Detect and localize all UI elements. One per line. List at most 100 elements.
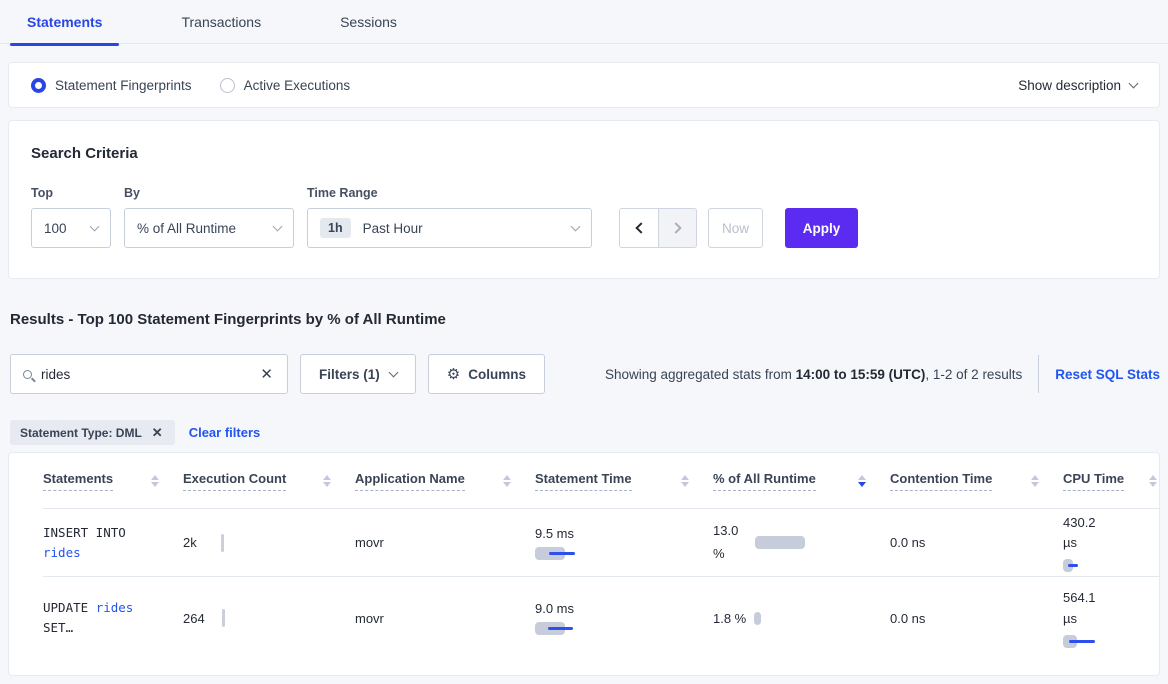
radio-active-executions[interactable]: Active Executions: [219, 77, 351, 93]
cpu-time-cell: 430.2 µs: [1063, 513, 1159, 573]
stats-range: 14:00 to 15:59 (UTC): [795, 366, 926, 382]
tab-sessions[interactable]: Sessions: [340, 13, 397, 30]
search-input[interactable]: [41, 366, 259, 382]
reset-sql-stats-link[interactable]: Reset SQL Stats: [1055, 366, 1160, 382]
columns-button-label: Columns: [468, 366, 526, 382]
statement-fingerprint-cell: INSERT INTO rides: [43, 523, 183, 563]
time-range-badge: 1h: [320, 218, 351, 238]
time-prev-button[interactable]: [620, 209, 658, 247]
column-header-label[interactable]: Statements: [43, 471, 114, 491]
radio-statement-fingerprints[interactable]: Statement Fingerprints: [31, 77, 192, 93]
time-range-group: Time Range 1h Past Hour: [307, 186, 592, 248]
top-label: Top: [31, 186, 53, 200]
filters-button[interactable]: Filters (1): [300, 354, 416, 394]
execution-count-cell: 264: [183, 609, 355, 627]
search-box: ✕: [10, 354, 288, 394]
tab-transactions[interactable]: Transactions: [181, 13, 262, 30]
sort-icon[interactable]: [681, 474, 689, 487]
table-header-row: Statements Execution Count Application N…: [43, 453, 1159, 508]
statement-link[interactable]: rides: [43, 544, 81, 560]
top-select-value: 100: [44, 220, 67, 236]
filter-chip-statement-type[interactable]: Statement Type: DML ✕: [10, 420, 175, 445]
stats-prefix: Showing aggregated stats from: [605, 366, 796, 382]
column-header-contention-time[interactable]: Contention Time: [890, 471, 1063, 491]
sort-icon[interactable]: [503, 474, 511, 487]
execution-count-bar: [220, 533, 224, 552]
execution-count-value: 264: [183, 610, 205, 626]
pct-runtime-bar: [754, 611, 762, 625]
column-header-label[interactable]: Application Name: [355, 471, 465, 491]
sort-icon[interactable]: [151, 474, 159, 487]
stats-suffix: , 1-2 of 2 results: [925, 366, 1023, 382]
sort-icon[interactable]: [1149, 474, 1157, 487]
apply-button[interactable]: Apply: [785, 208, 858, 248]
filter-chip-row: Statement Type: DML ✕ Clear filters: [10, 420, 1160, 445]
clear-search-icon[interactable]: ✕: [260, 365, 273, 383]
top-select[interactable]: 100: [31, 208, 111, 248]
filters-button-label: Filters (1): [319, 366, 380, 382]
sort-icon[interactable]: [1031, 474, 1039, 487]
pct-runtime-cell: 1.8 %: [713, 611, 890, 626]
by-select[interactable]: % of All Runtime: [124, 208, 294, 248]
results-toolbar: ✕ Filters (1) ⚙ Columns Showing aggregat…: [10, 354, 1160, 394]
sort-icon-active-desc[interactable]: [858, 474, 866, 487]
gear-icon: ⚙: [446, 366, 461, 383]
sql-keyword: INSERT INTO: [43, 524, 126, 540]
column-header-cpu-time[interactable]: CPU Time: [1063, 471, 1159, 491]
time-range-value: Past Hour: [362, 220, 423, 236]
time-next-button[interactable]: [658, 209, 696, 247]
radio-label: Statement Fingerprints: [55, 77, 192, 93]
radio-label: Active Executions: [243, 77, 351, 93]
column-header-application-name[interactable]: Application Name: [355, 471, 535, 491]
pct-runtime-cell: 13.0 %: [713, 520, 890, 564]
cpu-time-value: 564.1 µs: [1063, 590, 1096, 626]
time-nav-group: [619, 208, 697, 248]
chevron-down-icon: [1128, 78, 1139, 88]
columns-button[interactable]: ⚙ Columns: [427, 354, 545, 394]
remove-filter-icon[interactable]: ✕: [151, 425, 163, 440]
column-header-pct-of-all-runtime[interactable]: % of All Runtime: [713, 471, 890, 491]
column-header-label[interactable]: Execution Count: [183, 471, 287, 491]
cpu-time-bar: [1063, 559, 1123, 573]
now-button[interactable]: Now: [708, 208, 763, 248]
search-icon: [23, 369, 32, 379]
by-group: By % of All Runtime: [124, 186, 294, 248]
cpu-time-value: 430.2 µs: [1063, 514, 1096, 550]
table-row: INSERT INTO rides 2k movr 9.5 ms 13.0 % …: [43, 508, 1159, 576]
statement-time-bar: [535, 622, 595, 635]
execution-count-value: 2k: [183, 535, 197, 550]
vertical-divider: [1038, 355, 1040, 393]
column-header-label[interactable]: Statement Time: [535, 471, 632, 491]
column-header-label[interactable]: CPU Time: [1063, 471, 1125, 491]
statement-time-cell: 9.0 ms: [535, 601, 713, 635]
column-header-label[interactable]: % of All Runtime: [713, 471, 816, 491]
aggregated-stats-note: Showing aggregated stats from 14:00 to 1…: [605, 367, 1022, 382]
search-criteria-panel: Search Criteria Top 100 By % of All Runt…: [8, 120, 1160, 279]
chevron-down-icon: [272, 221, 283, 231]
contention-time-cell: 0.0 ns: [890, 535, 926, 550]
execution-count-cell: 2k: [183, 533, 355, 552]
chevron-down-icon: [388, 367, 399, 377]
show-description-toggle[interactable]: Show description: [1018, 77, 1139, 93]
tab-statements[interactable]: Statements: [10, 0, 120, 46]
time-range-label: Time Range: [307, 186, 378, 200]
table-row: UPDATE rides SET… 264 movr 9.0 ms 1.8 % …: [43, 576, 1159, 659]
pct-runtime-value: 1.8 %: [713, 610, 747, 626]
clear-filters-link[interactable]: Clear filters: [188, 425, 261, 440]
column-header-execution-count[interactable]: Execution Count: [183, 471, 355, 491]
column-header-statement-time[interactable]: Statement Time: [535, 471, 713, 491]
chevron-down-icon: [89, 221, 100, 231]
contention-time-cell: 0.0 ns: [890, 610, 926, 626]
time-range-select[interactable]: 1h Past Hour: [307, 208, 592, 248]
statement-link[interactable]: rides: [95, 600, 134, 615]
page-tabbar: Statements Transactions Sessions: [0, 0, 1168, 46]
column-header-label[interactable]: Contention Time: [890, 471, 993, 491]
chevron-down-icon: [570, 221, 581, 231]
execution-count-bar: [221, 609, 225, 627]
column-header-statements[interactable]: Statements: [43, 471, 183, 491]
show-description-label: Show description: [1018, 77, 1121, 93]
cpu-time-cell: 564.1 µs: [1063, 588, 1159, 648]
cpu-time-bar: [1063, 634, 1123, 648]
sort-icon[interactable]: [323, 474, 331, 487]
application-name-cell: movr: [355, 610, 384, 626]
